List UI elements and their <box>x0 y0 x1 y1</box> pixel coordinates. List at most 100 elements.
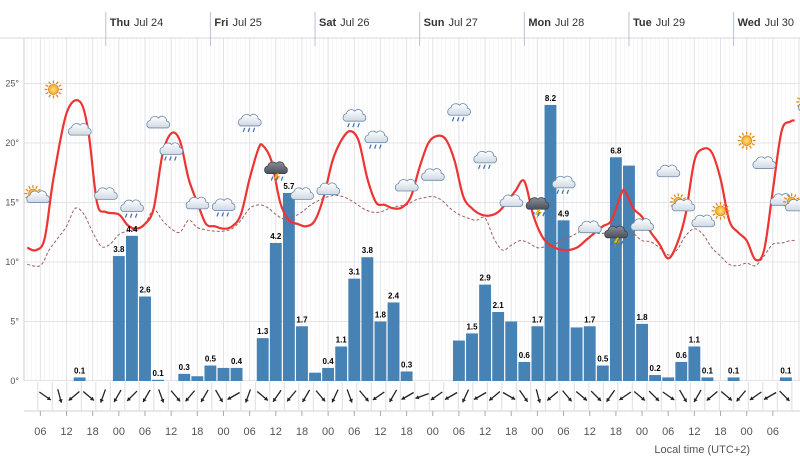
precip-label: 0.3 <box>179 363 191 372</box>
day-name: Sat <box>319 17 336 29</box>
precip-bar <box>452 340 465 381</box>
precip-label: 1.1 <box>336 335 348 344</box>
sun-ray <box>48 94 52 98</box>
wind-arrow-head <box>683 398 687 403</box>
wind-arrow-head <box>582 396 587 401</box>
day-name: Tue <box>633 17 652 29</box>
x-tick-label: 18 <box>87 426 99 438</box>
wind-arrow <box>113 389 122 403</box>
rain-drop <box>461 117 465 122</box>
x-tick-label: 06 <box>34 426 46 438</box>
x-tick-label: 12 <box>688 426 700 438</box>
cloud-icon <box>656 164 681 178</box>
rain-drop <box>226 212 230 217</box>
x-tick-label: 00 <box>217 426 229 438</box>
day-date: Jul 28 <box>555 17 584 29</box>
precip-bar <box>269 242 282 381</box>
precip-label: 1.8 <box>375 311 387 320</box>
wind-arrow-head <box>348 398 353 403</box>
precip-label: 4.4 <box>126 225 138 234</box>
precip-bar <box>596 365 609 381</box>
wind-arrow-head <box>263 396 268 401</box>
wind-arrow-head <box>113 398 118 403</box>
sun-ray <box>28 185 31 190</box>
precip-label: 0.6 <box>676 351 688 360</box>
x-tick-label: 18 <box>714 426 726 438</box>
wind-arrow <box>415 392 429 400</box>
wind-arrow-head <box>619 396 624 401</box>
cloud-icon <box>421 168 445 181</box>
cloud-icon <box>68 123 92 136</box>
precip-bar <box>139 296 151 381</box>
precip-bar <box>557 220 570 381</box>
wind-arrow <box>272 389 282 403</box>
day-name: Thu <box>110 17 130 29</box>
cloud-shape <box>26 190 50 203</box>
wind-arrow-head <box>142 398 147 403</box>
wind-arrow-head <box>321 397 326 402</box>
cloud-shape <box>691 214 716 228</box>
precip-label: 0.2 <box>650 364 662 373</box>
rain-drop <box>610 240 614 246</box>
precip-bar <box>282 192 295 381</box>
rain-cloud-icon <box>342 109 367 128</box>
precip-label: 2.6 <box>139 286 151 295</box>
precip-label: 6.8 <box>610 146 622 155</box>
rain-drop <box>169 156 172 161</box>
rain-drop <box>216 212 220 217</box>
wind-arrow <box>562 390 573 402</box>
precipitation-labels: 0.1 3.8 4.4 2.6 0.1 0.3 0.5 0.4 1.3 4.2 5.7 1.7 0.4 1… <box>74 94 792 378</box>
wind-arrow <box>779 390 790 402</box>
sun-ray <box>715 215 719 219</box>
wind-arrow <box>648 390 660 402</box>
cloud-shape <box>120 199 144 213</box>
cloud-icon <box>290 187 314 200</box>
precip-label: 2.4 <box>388 291 400 300</box>
wind-arrow <box>256 391 269 401</box>
precip-bar <box>204 365 217 381</box>
precip-bar <box>662 377 675 381</box>
wind-arrow <box>346 389 353 403</box>
sun-icon <box>44 80 63 99</box>
precip-label: 4.9 <box>558 209 570 218</box>
timezone-label: Local time (UTC+2) <box>654 444 750 456</box>
wind-arrow <box>401 391 414 401</box>
sun-cloud-icon <box>783 193 800 212</box>
cloud-icon <box>316 182 341 195</box>
cloud-icon <box>185 196 210 210</box>
wind-arrow-head <box>401 395 406 400</box>
rain-cloud-icon <box>120 199 144 218</box>
wind-arrow-head <box>389 398 394 403</box>
cloud-shape <box>671 198 696 212</box>
sun-ray <box>786 194 790 198</box>
wind-arrow <box>430 391 443 401</box>
wind-arrow <box>286 390 297 402</box>
day-header: Thu Jul 24 Fri Jul 25 Sat Jul 26 Sun Jul 27 Mon J… <box>0 12 800 46</box>
precip-label: 0.1 <box>702 366 714 375</box>
precip-bar <box>688 346 701 381</box>
cloud-shape <box>752 156 777 169</box>
wind-arrow <box>170 390 181 402</box>
precip-bar <box>479 284 492 381</box>
cloud-shape <box>185 196 210 210</box>
wind-arrow-head <box>185 397 190 402</box>
sun-ray <box>725 213 729 216</box>
cloud-shape <box>264 161 288 174</box>
y-tick-label: 20° <box>5 138 19 148</box>
rain-drop <box>456 117 460 122</box>
wind-arrow-head <box>736 397 741 402</box>
wind-arrow <box>618 391 632 401</box>
day-date: Jul 29 <box>656 17 685 29</box>
cloud-shape <box>525 197 550 210</box>
wind-arrow <box>142 389 151 403</box>
precip-bar <box>387 302 400 381</box>
wind-arrow <box>693 389 702 403</box>
wind-arrow <box>200 389 209 403</box>
wind-arrow-head <box>302 398 307 403</box>
sun-ray <box>712 213 716 216</box>
cloud-icon <box>752 156 777 169</box>
day-label: Thu Jul 24 <box>110 17 164 29</box>
wind-arrow <box>763 391 777 401</box>
precip-bar <box>217 367 230 381</box>
rain-drop <box>164 156 167 161</box>
